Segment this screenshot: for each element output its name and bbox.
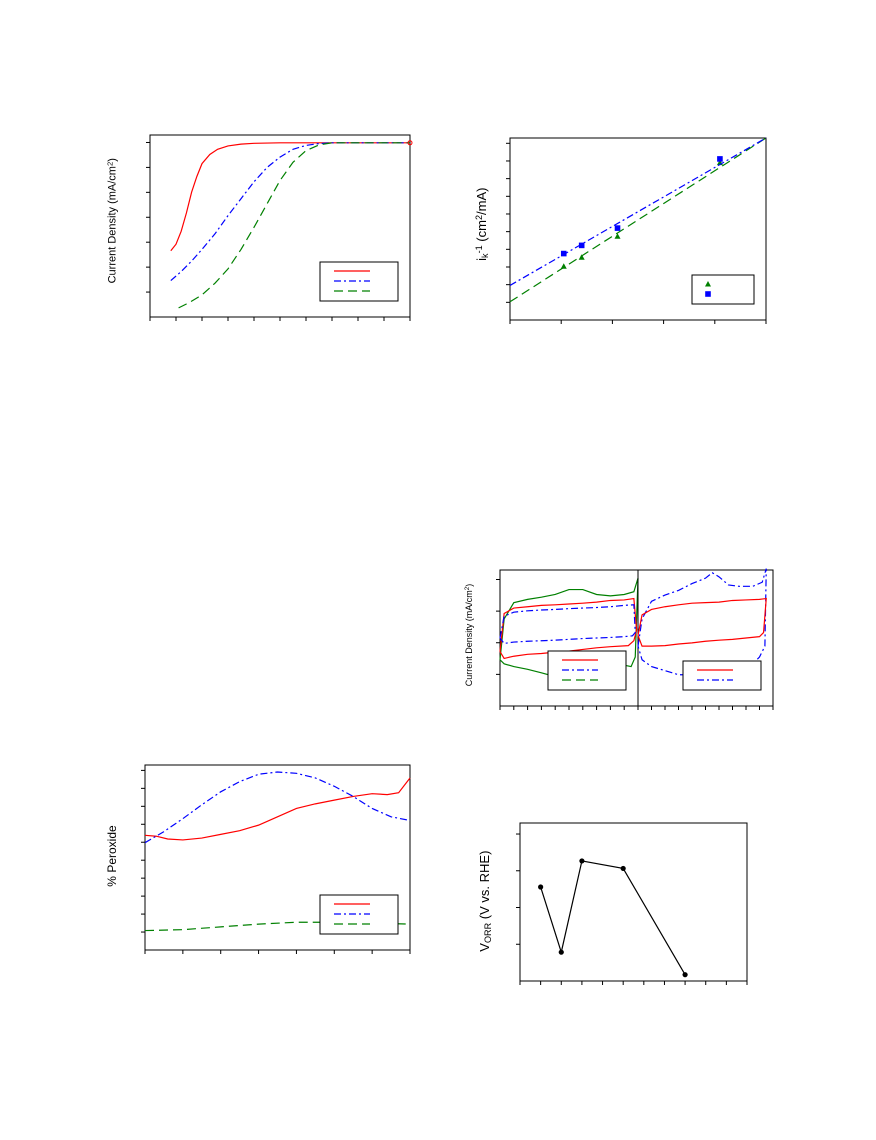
vorr-data-point	[538, 884, 544, 890]
peroxide-plot-frame	[144, 764, 411, 951]
polarization-legend-box	[319, 261, 399, 302]
polarization-series-line-1	[170, 142, 410, 282]
vorr-chart	[516, 822, 748, 985]
koutecky_levich-fit-line-0	[509, 137, 767, 303]
vorr-data-point	[682, 972, 688, 978]
vorr-chart-panel: VORR (V vs. RHE)	[460, 818, 760, 988]
koutecky_levich-legend-marker	[705, 281, 711, 287]
polarization-chart	[146, 134, 413, 321]
cv_right-series-line-1	[637, 597, 767, 647]
koutecky_levich-data-point	[578, 254, 585, 260]
koutecky_levich-data-point	[560, 263, 567, 269]
polarization-chart-panel: Current Density (mA/cm2)	[100, 130, 420, 330]
peroxide-series-line-0	[144, 777, 411, 841]
peroxide-series-line-1	[144, 771, 411, 844]
cv_right-legend-box	[682, 660, 762, 691]
koutecky-levich-chart-panel: ik-1 (cm2/mA)	[460, 130, 780, 330]
koutecky_levich-legend-box	[691, 274, 755, 305]
cv-chart-panel: Current Density (mA/cm2)	[450, 565, 780, 715]
koutecky-levich-chart	[506, 137, 767, 324]
peroxide-y-axis-label: % Peroxide	[105, 825, 119, 887]
peroxide-series-line-2	[144, 921, 411, 932]
cv_left-series-line-2	[499, 604, 636, 645]
cv_left-series-line-0	[499, 577, 639, 678]
peroxide-chart-panel: % Peroxide	[100, 760, 420, 960]
koutecky_levich-data-point	[614, 225, 621, 231]
polarization-series-line-0	[170, 142, 410, 252]
vorr-data-point	[620, 865, 626, 872]
koutecky_levich-fit-line-1	[509, 137, 767, 286]
koutecky_levich-data-point	[578, 242, 585, 249]
koutecky_levich-plot-frame	[509, 137, 767, 321]
vorr-plot-frame	[519, 822, 748, 982]
peroxide-chart	[141, 764, 411, 954]
cv-y-axis-label: Current Density (mA/cm2)	[464, 583, 474, 687]
koutecky-levich-y-axis-label: ik-1 (cm2/mA)	[473, 187, 491, 261]
koutecky_levich-data-point	[614, 233, 621, 239]
polarization-y-axis-label: Current Density (mA/cm2)	[105, 158, 119, 284]
koutecky_levich-legend-marker	[705, 291, 711, 297]
vorr-data-point	[579, 858, 585, 864]
koutecky_levich-data-point	[560, 250, 567, 257]
koutecky_levich-data-point	[717, 156, 723, 162]
cv_left-series-line-1	[499, 597, 638, 660]
cv-right-chart	[637, 568, 774, 710]
vorr-series-line-0	[540, 860, 686, 975]
polarization-end-marker	[407, 140, 413, 146]
vorr-data-point	[558, 949, 564, 955]
vorr-y-axis-label: VORR (V vs. RHE)	[476, 850, 494, 952]
